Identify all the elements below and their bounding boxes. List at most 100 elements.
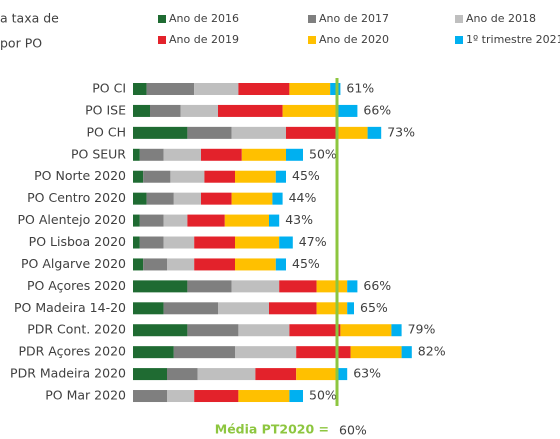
bar-segment <box>194 390 239 403</box>
mean-label: Média PT2020 = <box>215 422 329 437</box>
legend-swatch <box>455 15 463 23</box>
bar-segment <box>316 280 348 293</box>
bar-segment <box>201 148 242 161</box>
total-label: 45% <box>292 256 320 271</box>
category-label: PO Madeira 14-20 <box>14 300 126 315</box>
category-label: PO CI <box>92 81 126 96</box>
legend-label: Ano de 2018 <box>466 12 536 25</box>
bar-segment <box>163 236 195 249</box>
bar-segment <box>269 214 280 227</box>
category-label: PO Alentejo 2020 <box>18 212 127 227</box>
bar-segment <box>143 258 167 271</box>
legend-label: Ano de 2020 <box>319 33 389 46</box>
bar-segment <box>286 148 303 161</box>
bar-segment <box>238 83 290 95</box>
title-line: por PO <box>0 36 42 51</box>
total-label: 79% <box>408 322 436 337</box>
category-label: PO Algarve 2020 <box>21 256 126 271</box>
bar-segment <box>133 126 188 139</box>
bar-segment <box>337 368 348 381</box>
bar-segment <box>194 258 235 271</box>
bar-segment <box>167 390 195 403</box>
total-label: 63% <box>353 366 381 381</box>
bar-segment <box>330 83 341 95</box>
total-label: 47% <box>299 234 327 249</box>
bar-segment <box>238 324 290 337</box>
bar-segment <box>337 126 368 139</box>
bar-segment <box>173 346 235 359</box>
category-label: PO Açores 2020 <box>27 278 126 293</box>
bar-segment <box>296 368 337 381</box>
bar-segment <box>279 236 293 249</box>
bar-segment <box>197 368 256 381</box>
legend-label: Ano de 2016 <box>169 12 239 25</box>
bar-segment <box>231 192 273 205</box>
bar-segment <box>241 148 286 161</box>
total-label: 45% <box>292 168 320 183</box>
bar-segment <box>391 324 402 337</box>
bar-segment <box>133 302 164 315</box>
bar-segment <box>235 258 276 271</box>
bar-segment <box>204 170 235 183</box>
bar-segment <box>194 236 235 249</box>
bar-segment <box>133 104 150 117</box>
total-label: 44% <box>289 190 317 205</box>
bar-segment <box>187 324 239 337</box>
total-label: 43% <box>285 212 313 227</box>
bar-segment <box>143 170 171 183</box>
bar-segment <box>289 324 341 337</box>
bar-segment <box>133 236 140 249</box>
bar-segment <box>401 346 412 359</box>
title-line: a taxa de <box>0 11 59 26</box>
bar-segment <box>316 302 348 315</box>
category-label: PDR Madeira 2020 <box>10 366 126 381</box>
bar-segment <box>167 258 195 271</box>
bar-segment <box>235 236 280 249</box>
legend-swatch <box>308 15 316 23</box>
bar-segment <box>139 214 164 227</box>
bar-segment <box>238 390 290 403</box>
bar-segment <box>201 192 232 205</box>
bar-segment <box>133 280 188 293</box>
bar-segment <box>167 368 198 381</box>
bar-segment <box>218 302 269 315</box>
bar-segment <box>187 126 232 139</box>
legend-swatch <box>158 15 166 23</box>
bar-segment <box>133 368 167 381</box>
bar-segment <box>187 214 225 227</box>
bar-segment <box>133 148 140 161</box>
bar-segment <box>180 104 218 117</box>
bar-segment <box>163 302 218 315</box>
bar-segment <box>133 390 167 403</box>
category-label: PO Lisboa 2020 <box>29 234 126 249</box>
bar-segment <box>133 324 188 337</box>
total-label: 66% <box>363 278 391 293</box>
total-label: 66% <box>363 102 391 117</box>
bar-segment <box>150 104 181 117</box>
bar-segment <box>173 192 201 205</box>
total-label: 73% <box>387 124 415 139</box>
bar-segment <box>194 83 239 95</box>
total-label: 50% <box>309 388 337 403</box>
bar-segment <box>133 170 144 183</box>
legend-label: 1º trimestre 2021 <box>466 33 560 46</box>
bar-segment <box>289 390 303 403</box>
legend-label: Ano de 2019 <box>169 33 239 46</box>
bar-segment <box>163 148 201 161</box>
legend-swatch <box>455 36 463 44</box>
bar-segment <box>170 170 205 183</box>
total-label: 50% <box>309 146 337 161</box>
total-label: 61% <box>346 81 374 96</box>
bar-segment <box>231 126 286 139</box>
total-label: 82% <box>418 344 446 359</box>
bar-segment <box>133 258 144 271</box>
bar-segment <box>340 324 392 337</box>
category-label: PO CH <box>87 124 126 139</box>
bar-segment <box>289 83 331 95</box>
bar-segment <box>187 280 232 293</box>
total-label: 65% <box>360 300 388 315</box>
bar-segment <box>272 192 283 205</box>
bar-segment <box>146 192 174 205</box>
bar-segment <box>235 170 276 183</box>
bar-segment <box>275 170 286 183</box>
